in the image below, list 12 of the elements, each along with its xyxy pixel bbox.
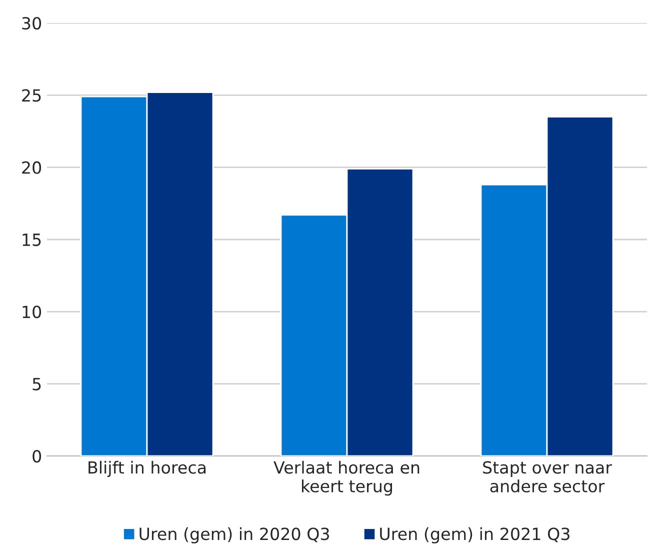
y-tick-label: 0: [32, 450, 42, 463]
y-tick-label: 20: [22, 161, 42, 174]
y-tick-label: 30: [22, 16, 42, 30]
y-tick-label: 25: [22, 89, 41, 102]
x-tick-label: Verlaat horeca en keert terug: [274, 460, 420, 496]
y-tick-label: 5: [32, 378, 41, 390]
x-tick-label: Blijft in horeca: [88, 460, 206, 477]
legend-label: Uren (gem) in 2020 Q3: [140, 527, 329, 544]
y-tick-label: 15: [22, 234, 41, 246]
y-tick-label: 10: [22, 306, 42, 318]
legend-label: Uren (gem) in 2021 Q3: [380, 527, 570, 544]
x-tick-label: Stapt over naar andere sector: [483, 461, 612, 492]
